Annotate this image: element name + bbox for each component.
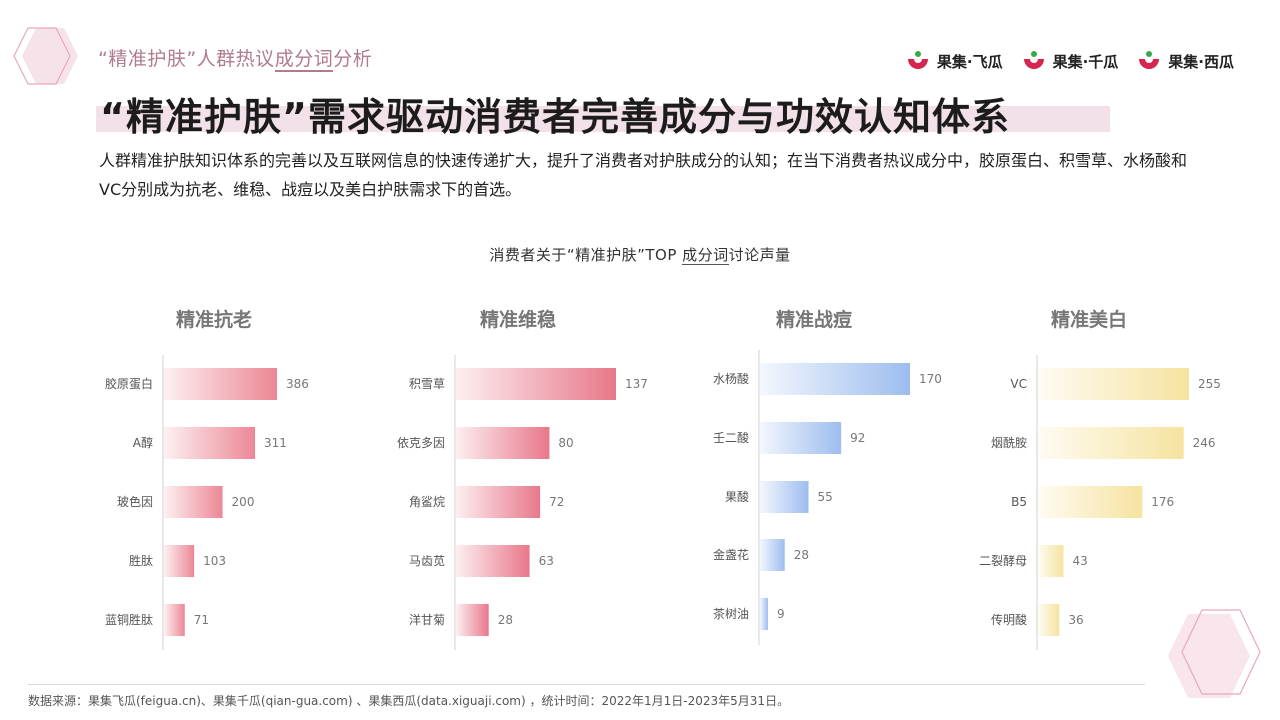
- category-label: 洋甘菊: [409, 612, 445, 627]
- bar: [456, 368, 616, 400]
- bar: [1038, 545, 1064, 577]
- brand-feigua: 果集·飞瓜: [905, 48, 1003, 74]
- bar: [760, 539, 785, 571]
- chart-title-3: 精准美白: [1051, 308, 1127, 331]
- value-label: 200: [232, 495, 255, 509]
- category-label: 积雪草: [409, 377, 445, 391]
- brand-logo-icon: [1139, 51, 1160, 69]
- category-label: 马齿苋: [409, 554, 445, 568]
- hexagon-decoration-bottom-right: [1168, 609, 1261, 698]
- value-label: 28: [498, 613, 513, 627]
- category-label: 依克多因: [397, 435, 445, 450]
- value-label: 28: [794, 548, 809, 562]
- category-label: 玻色因: [117, 495, 153, 509]
- brand-xigua: 果集·西瓜: [1136, 48, 1234, 74]
- category-label: 角鲨烷: [409, 495, 445, 509]
- category-label: VC: [1010, 377, 1027, 391]
- headline-block: “精准护肤”需求驱动消费者完善成分与功效认知体系: [96, 86, 1110, 141]
- brand-logo-icon: [907, 51, 928, 69]
- category-label: 壬二酸: [713, 430, 749, 445]
- chart-title-2: 精准战痘: [776, 308, 852, 331]
- bar: [164, 427, 256, 459]
- bar: [164, 545, 195, 577]
- category-label: 水杨酸: [713, 371, 749, 386]
- bar: [456, 427, 550, 459]
- chart-title: 消费者关于“精准护肤”TOP 成分词讨论声量: [489, 246, 791, 265]
- value-label: 72: [549, 495, 564, 509]
- value-label: 137: [625, 377, 648, 391]
- category-label: B5: [1011, 495, 1027, 509]
- description-text: 人群精准护肤知识体系的完善以及互联网信息的快速传递扩大，提升了消费者对护肤成分的…: [99, 151, 1188, 199]
- value-label: 43: [1072, 554, 1087, 568]
- category-label: 胶原蛋白: [105, 376, 153, 391]
- brand-qiangua: 果集·千瓜: [1021, 48, 1118, 74]
- value-label: 80: [558, 436, 573, 450]
- bar: [164, 486, 223, 518]
- value-label: 170: [919, 372, 942, 386]
- value-label: 9: [777, 607, 785, 621]
- bar: [1038, 486, 1143, 518]
- page-title: “精准护肤”需求驱动消费者完善成分与功效认知体系: [100, 95, 1010, 139]
- chart-title-0: 精准抗老: [176, 308, 252, 331]
- bar: [760, 422, 842, 454]
- chart-title-1: 精准维稳: [480, 308, 556, 331]
- headline-highlight: [96, 106, 1110, 132]
- value-label: 386: [286, 377, 309, 391]
- bar: [760, 363, 910, 395]
- bar: [1038, 604, 1060, 636]
- section-subtitle: “精准护肤”人群热议成分词分析: [98, 48, 373, 72]
- value-label: 246: [1193, 436, 1216, 450]
- category-label: 茶树油: [713, 606, 749, 621]
- footer-divider: [28, 684, 1145, 685]
- category-label: 金盏花: [713, 547, 749, 562]
- bar: [164, 604, 185, 636]
- data-source-note: 数据来源：果集飞瓜(feigua.cn)、果集千瓜(qian-gua.com) …: [28, 694, 790, 708]
- bar: [760, 481, 809, 513]
- bar: [456, 545, 530, 577]
- value-label: 63: [539, 554, 554, 568]
- category-label: 胜肽: [129, 553, 153, 568]
- value-label: 92: [850, 431, 865, 445]
- category-label: 烟酰胺: [991, 436, 1027, 450]
- bar: [1038, 427, 1184, 459]
- bar: [456, 604, 489, 636]
- bar: [1038, 368, 1189, 400]
- hexagon-decoration-top-left: [13, 27, 78, 85]
- category-label: 蓝铜胜肽: [105, 612, 153, 627]
- value-label: 36: [1068, 613, 1083, 627]
- bar: [456, 486, 541, 518]
- value-label: 311: [264, 436, 287, 450]
- value-label: 103: [203, 554, 226, 568]
- brand-logo-icon: [1023, 51, 1044, 69]
- brand-logos: 果集·飞瓜 果集·千瓜 果集·西瓜: [905, 48, 1234, 74]
- category-label: 二裂酵母: [979, 554, 1027, 568]
- value-label: 255: [1198, 377, 1221, 391]
- value-label: 71: [194, 613, 209, 627]
- value-label: 176: [1151, 495, 1174, 509]
- category-label: 传明酸: [991, 612, 1027, 627]
- category-label: A醇: [133, 435, 153, 450]
- bar: [164, 368, 277, 400]
- value-label: 55: [818, 490, 833, 504]
- category-label: 果酸: [725, 489, 749, 504]
- bar: [760, 598, 768, 630]
